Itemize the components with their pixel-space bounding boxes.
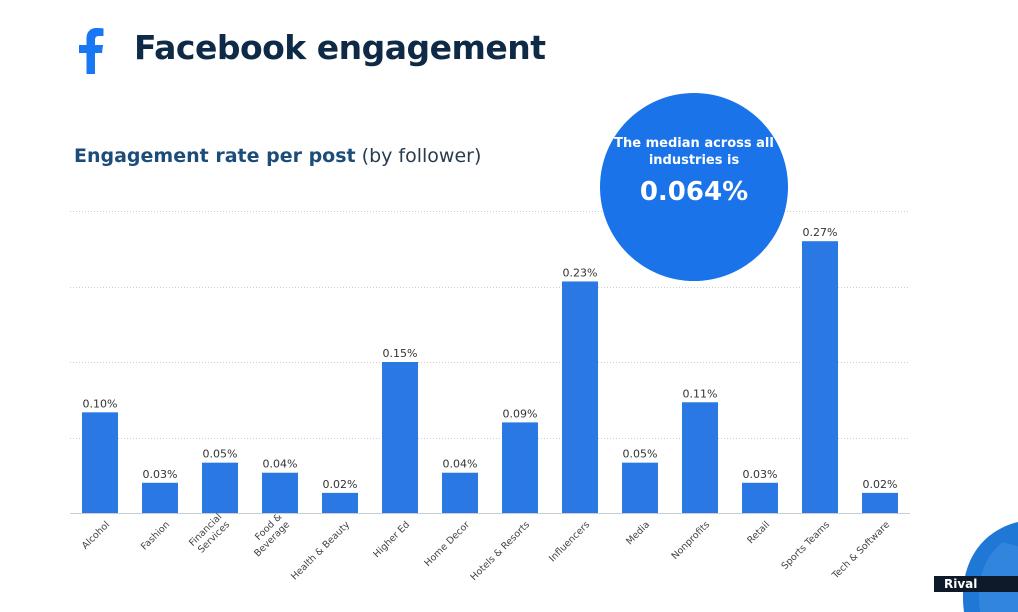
category-label-group: Alcohol (80, 519, 112, 551)
grid-layer (70, 211, 910, 514)
bar-media (622, 462, 658, 513)
category-label-group: Food &Beverage (252, 511, 292, 559)
value-label: 0.02% (863, 478, 898, 491)
category-label-group: Nonprofits (670, 519, 713, 562)
category-label-group: Sports Teams (779, 519, 832, 572)
category-label: Hotels & Resorts (469, 519, 533, 583)
category-label-group: Higher Ed (371, 519, 412, 560)
category-label-group: Home Decor (422, 519, 472, 569)
value-label: 0.03% (143, 468, 178, 481)
rival-brand-tag: Rival (934, 576, 1018, 592)
median-value: 0.064% (639, 177, 749, 207)
category-label: Influencers (547, 519, 592, 564)
bar-fashion (142, 482, 178, 513)
category-label: Tech & Software (829, 519, 892, 582)
value-label: 0.04% (443, 458, 478, 471)
median-callout: The median across all industries is 0.06… (600, 93, 788, 281)
category-label: Fashion (139, 519, 172, 552)
category-label: Home Decor (422, 519, 472, 569)
value-label: 0.05% (623, 448, 658, 461)
category-label-group: Health & Beauty (289, 519, 352, 582)
value-label: 0.09% (503, 407, 538, 420)
median-label: The median across all industries is (614, 136, 774, 168)
subtitle-light: (by follower) (361, 145, 482, 167)
category-label: Health & Beauty (289, 519, 352, 582)
category-label-group: Retail (745, 519, 772, 546)
bar-alcohol (82, 412, 118, 513)
bar-nonprofits (682, 402, 718, 513)
category-label: Alcohol (80, 519, 112, 551)
value-label: 0.23% (563, 266, 598, 279)
category-label: Media (624, 519, 652, 547)
decorative-wave-shape (963, 522, 1018, 612)
page-title: Facebook engagement (134, 28, 546, 67)
category-label-group: Influencers (547, 519, 592, 564)
category-label-group: Tech & Software (829, 519, 892, 582)
value-label: 0.05% (203, 448, 238, 461)
category-label: Higher Ed (371, 519, 412, 560)
value-label: 0.02% (323, 478, 358, 491)
bar-influencers (562, 281, 598, 513)
category-label: Sports Teams (779, 519, 832, 572)
bar-home-decor (442, 472, 478, 513)
value-label: 0.11% (683, 387, 718, 400)
value-label: 0.15% (383, 347, 418, 360)
category-label: Retail (745, 519, 772, 546)
bar-food-beverage (262, 472, 298, 513)
bar-financial-services (202, 462, 238, 513)
bar-hotels-resorts (502, 422, 538, 513)
value-label: 0.27% (803, 226, 838, 239)
bar-tech-software (862, 492, 898, 513)
bar-higher-ed (382, 362, 418, 513)
value-label: 0.10% (83, 397, 118, 410)
label-layer: 0.10% Alcohol 0.03% Fashion 0.05% FinancialSe… (80, 226, 898, 583)
subtitle-bold: Engagement rate per post (74, 145, 356, 167)
engagement-bar-chart: 0.10% Alcohol 0.03% Fashion 0.05% FinancialSe… (70, 211, 910, 583)
bar-sports-teams (802, 241, 838, 513)
bar-retail (742, 482, 778, 513)
bar-layer (82, 241, 898, 513)
facebook-f-icon (79, 28, 104, 74)
category-label-group: Media (624, 519, 652, 547)
bar-health-beauty (322, 492, 358, 513)
category-label-group: Fashion (139, 519, 172, 552)
category-label-group: Hotels & Resorts (469, 519, 533, 583)
value-label: 0.03% (743, 468, 778, 481)
category-label: Nonprofits (670, 519, 713, 562)
chart-subtitle: Engagement rate per post (by follower) (74, 145, 481, 167)
value-label: 0.04% (263, 458, 298, 471)
